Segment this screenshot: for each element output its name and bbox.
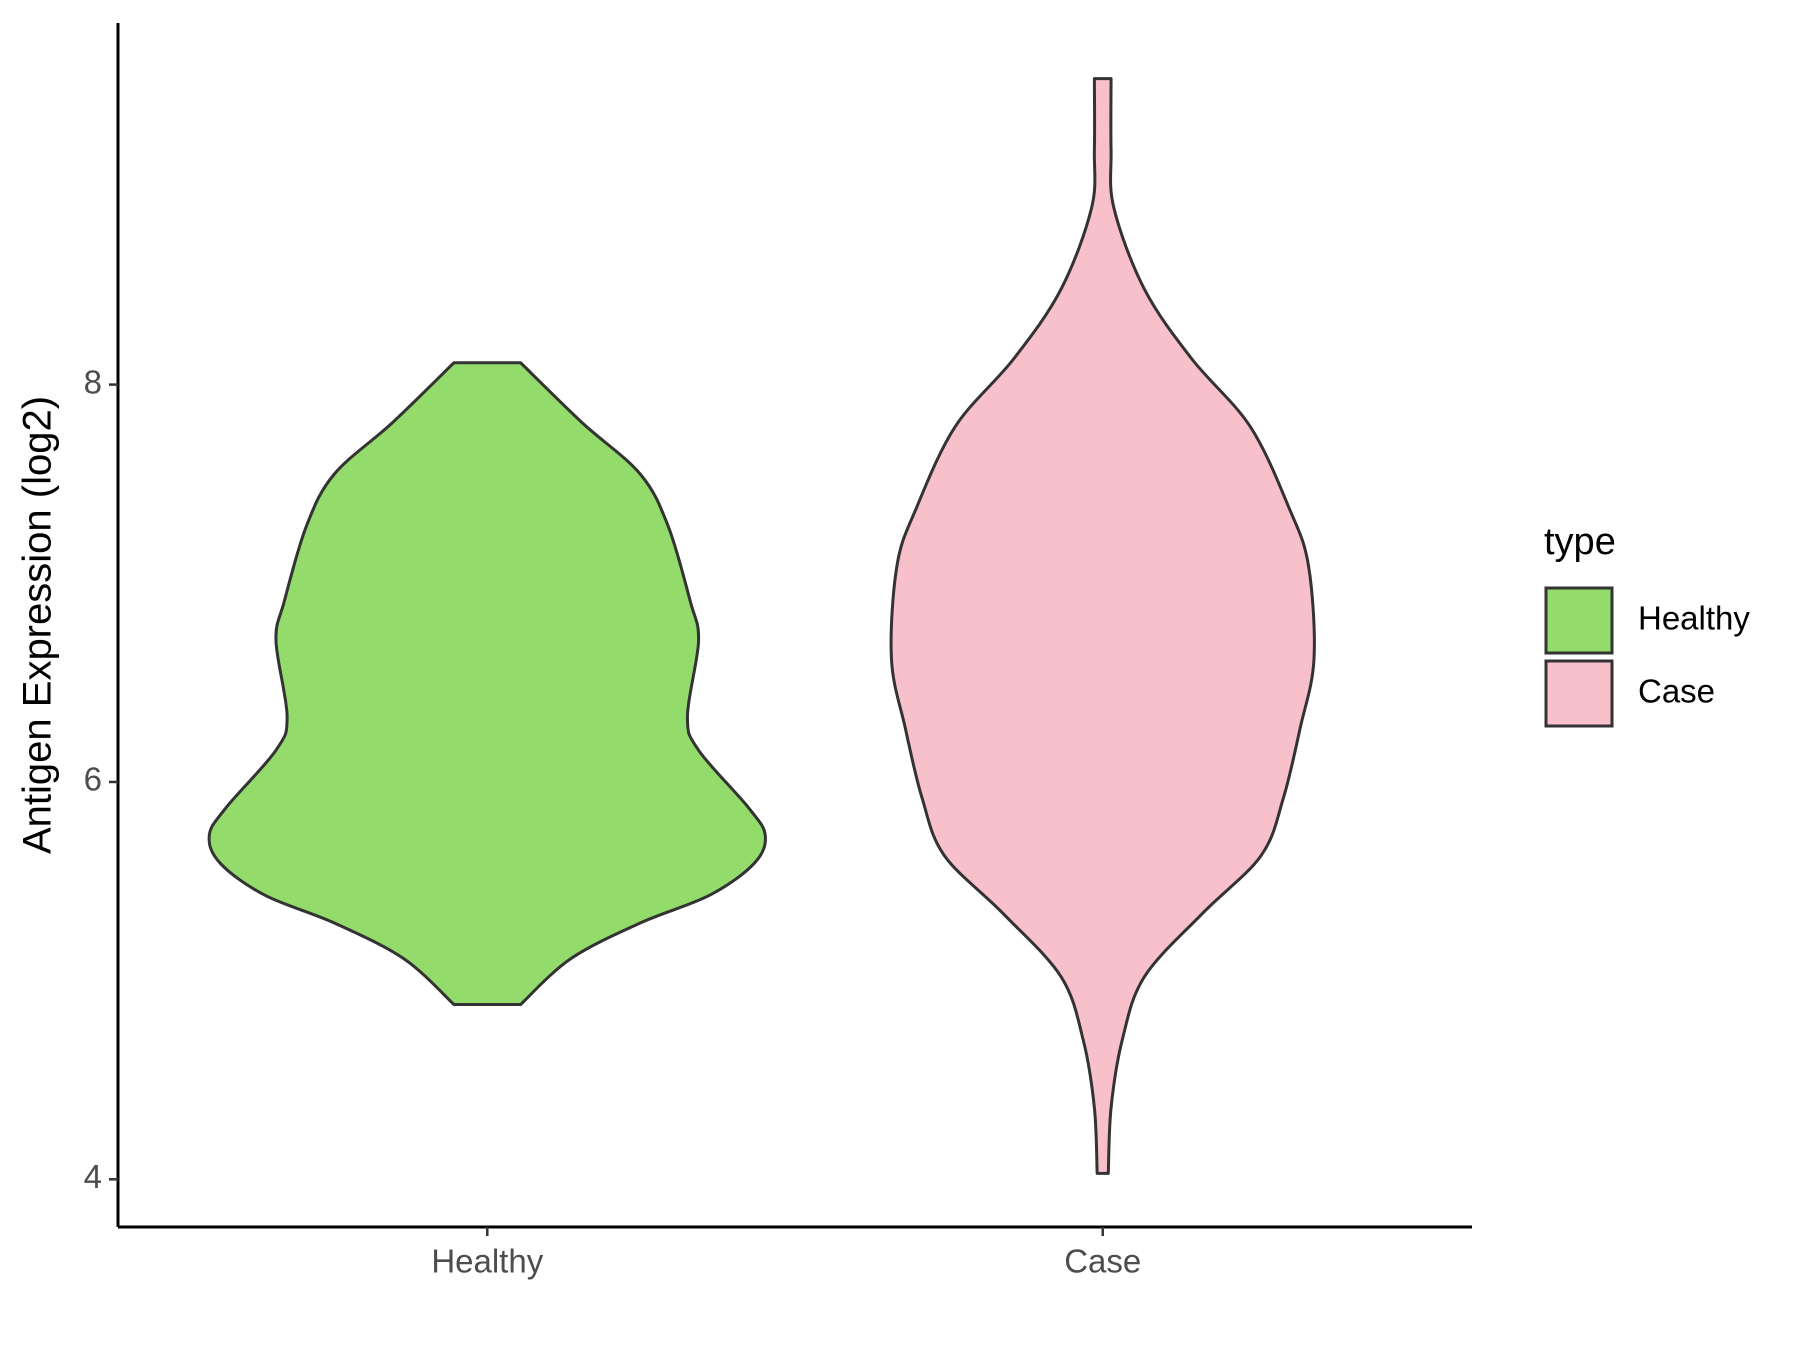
x-tick-label: Healthy [431, 1243, 543, 1280]
legend-label: Healthy [1638, 600, 1750, 637]
y-tick-label: 4 [84, 1158, 102, 1195]
y-tick-label: 6 [84, 761, 102, 798]
legend-key [1544, 659, 1614, 728]
y-tick-label: 8 [84, 363, 102, 400]
x-tick-label: Case [1064, 1243, 1141, 1280]
violin [889, 77, 1316, 1175]
legend-label: Case [1638, 673, 1715, 710]
legend-key [1544, 586, 1614, 655]
violin [207, 361, 767, 1006]
y-axis-title: Antigen Expression (log2) [16, 396, 60, 854]
legend-title: type [1544, 521, 1616, 563]
